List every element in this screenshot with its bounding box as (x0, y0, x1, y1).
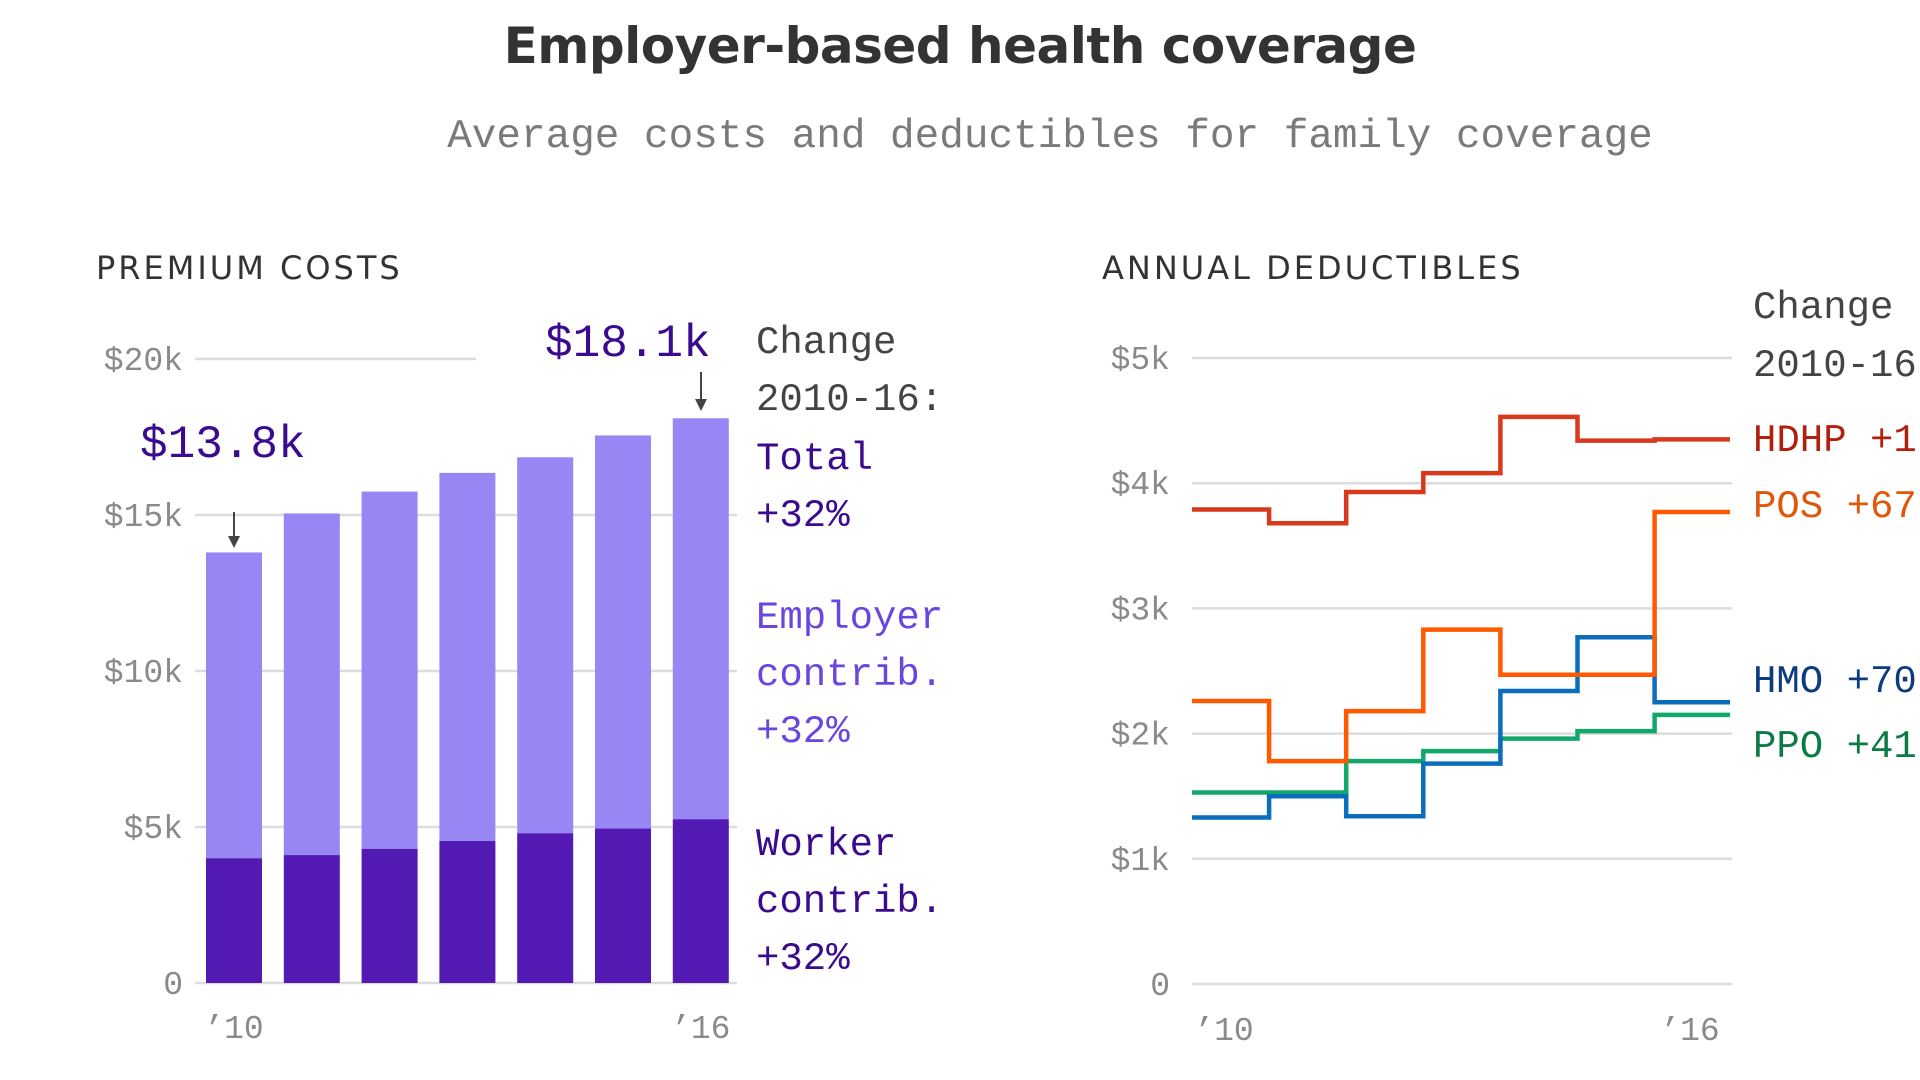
premium-costs-chart: 0 $5k $10k $15k $20k ’10 ’16 $13.8k $18.1k Change… (104, 318, 943, 1048)
employer-contrib-bar (672, 418, 729, 820)
deductible-x-tick-label: ’16 (1660, 1013, 1719, 1050)
worker-change-label: Worker (756, 823, 896, 867)
deductible-y-tick-label: $5k (1111, 342, 1170, 379)
worker-change-label: +32% (756, 937, 850, 981)
total-change-label: Total (756, 437, 873, 481)
arrowhead-icon (228, 536, 240, 548)
pos-change-label: POS +67 (1753, 485, 1917, 529)
deductible-y-tick-label: $4k (1111, 467, 1170, 504)
total-value-annotation: $18.1k (545, 318, 711, 370)
deductible-x-tick-label: ’10 (1194, 1013, 1253, 1050)
worker-contrib-bar (672, 819, 729, 983)
hmo-change-label: HMO +70 (1753, 660, 1917, 704)
employer-contrib-bar (361, 491, 418, 849)
annual-deductibles-heading: ANNUAL DEDUCTIBLES (1102, 249, 1524, 287)
employer-contrib-bar (439, 472, 496, 842)
employer-contrib-bar (517, 457, 574, 834)
worker-contrib-bar (206, 858, 262, 983)
employer-contrib-bar (595, 435, 651, 829)
deductible-y-tick-label: $2k (1111, 718, 1170, 755)
premium-y-tick-label: 0 (163, 967, 183, 1004)
premium-y-tick-label: $15k (104, 499, 183, 536)
worker-contrib-bar (283, 855, 340, 983)
worker-contrib-bar (595, 828, 651, 983)
change-heading: Change (756, 321, 896, 365)
ppo-deductible-line (1192, 712, 1730, 795)
premium-x-tick-label: ’10 (204, 1011, 263, 1048)
hmo-deductible-line (1192, 634, 1730, 820)
annual-deductibles-chart: 0 $1k $2k $3k $4k $5k ’10 ’16 Change 2010-16 HDHP … (1111, 286, 1917, 1050)
employer-change-label: contrib. (756, 653, 943, 697)
premium-y-tick-label: $5k (124, 811, 183, 848)
employer-contrib-bar (283, 513, 340, 856)
worker-contrib-bar (439, 841, 496, 983)
arrowhead-icon (695, 399, 707, 411)
premium-x-tick-label: ’16 (671, 1011, 730, 1048)
worker-change-label: contrib. (756, 880, 943, 924)
premium-y-tick-label: $10k (104, 655, 183, 692)
total-value-annotation: $13.8k (140, 419, 306, 471)
deductible-y-tick-label: $3k (1111, 592, 1170, 629)
change-heading: 2010-16 (1753, 344, 1917, 388)
ppo-change-label: PPO +41 (1753, 725, 1917, 769)
employer-change-label: Employer (756, 596, 943, 640)
change-heading: 2010-16: (756, 378, 943, 422)
hdhp-change-label: HDHP +1 (1753, 419, 1917, 463)
chart-title: Employer-based health coverage (504, 17, 1417, 75)
hdhp-deductible-line (1192, 414, 1730, 526)
pos-deductible-line (1192, 509, 1730, 764)
employer-contrib-bar (206, 552, 262, 859)
employer-change-label: +32% (756, 710, 850, 754)
deductible-y-tick-label: 0 (1150, 968, 1170, 1005)
total-change-label: +32% (756, 494, 850, 538)
worker-contrib-bar (517, 833, 574, 983)
worker-contrib-bar (361, 848, 418, 983)
premium-costs-heading: PREMIUM COSTS (96, 249, 403, 287)
premium-y-tick-label: $20k (104, 343, 183, 380)
deductible-y-tick-label: $1k (1111, 843, 1170, 880)
chart-subtitle: Average costs and deductibles for family… (447, 114, 1653, 160)
change-heading: Change (1753, 286, 1893, 330)
